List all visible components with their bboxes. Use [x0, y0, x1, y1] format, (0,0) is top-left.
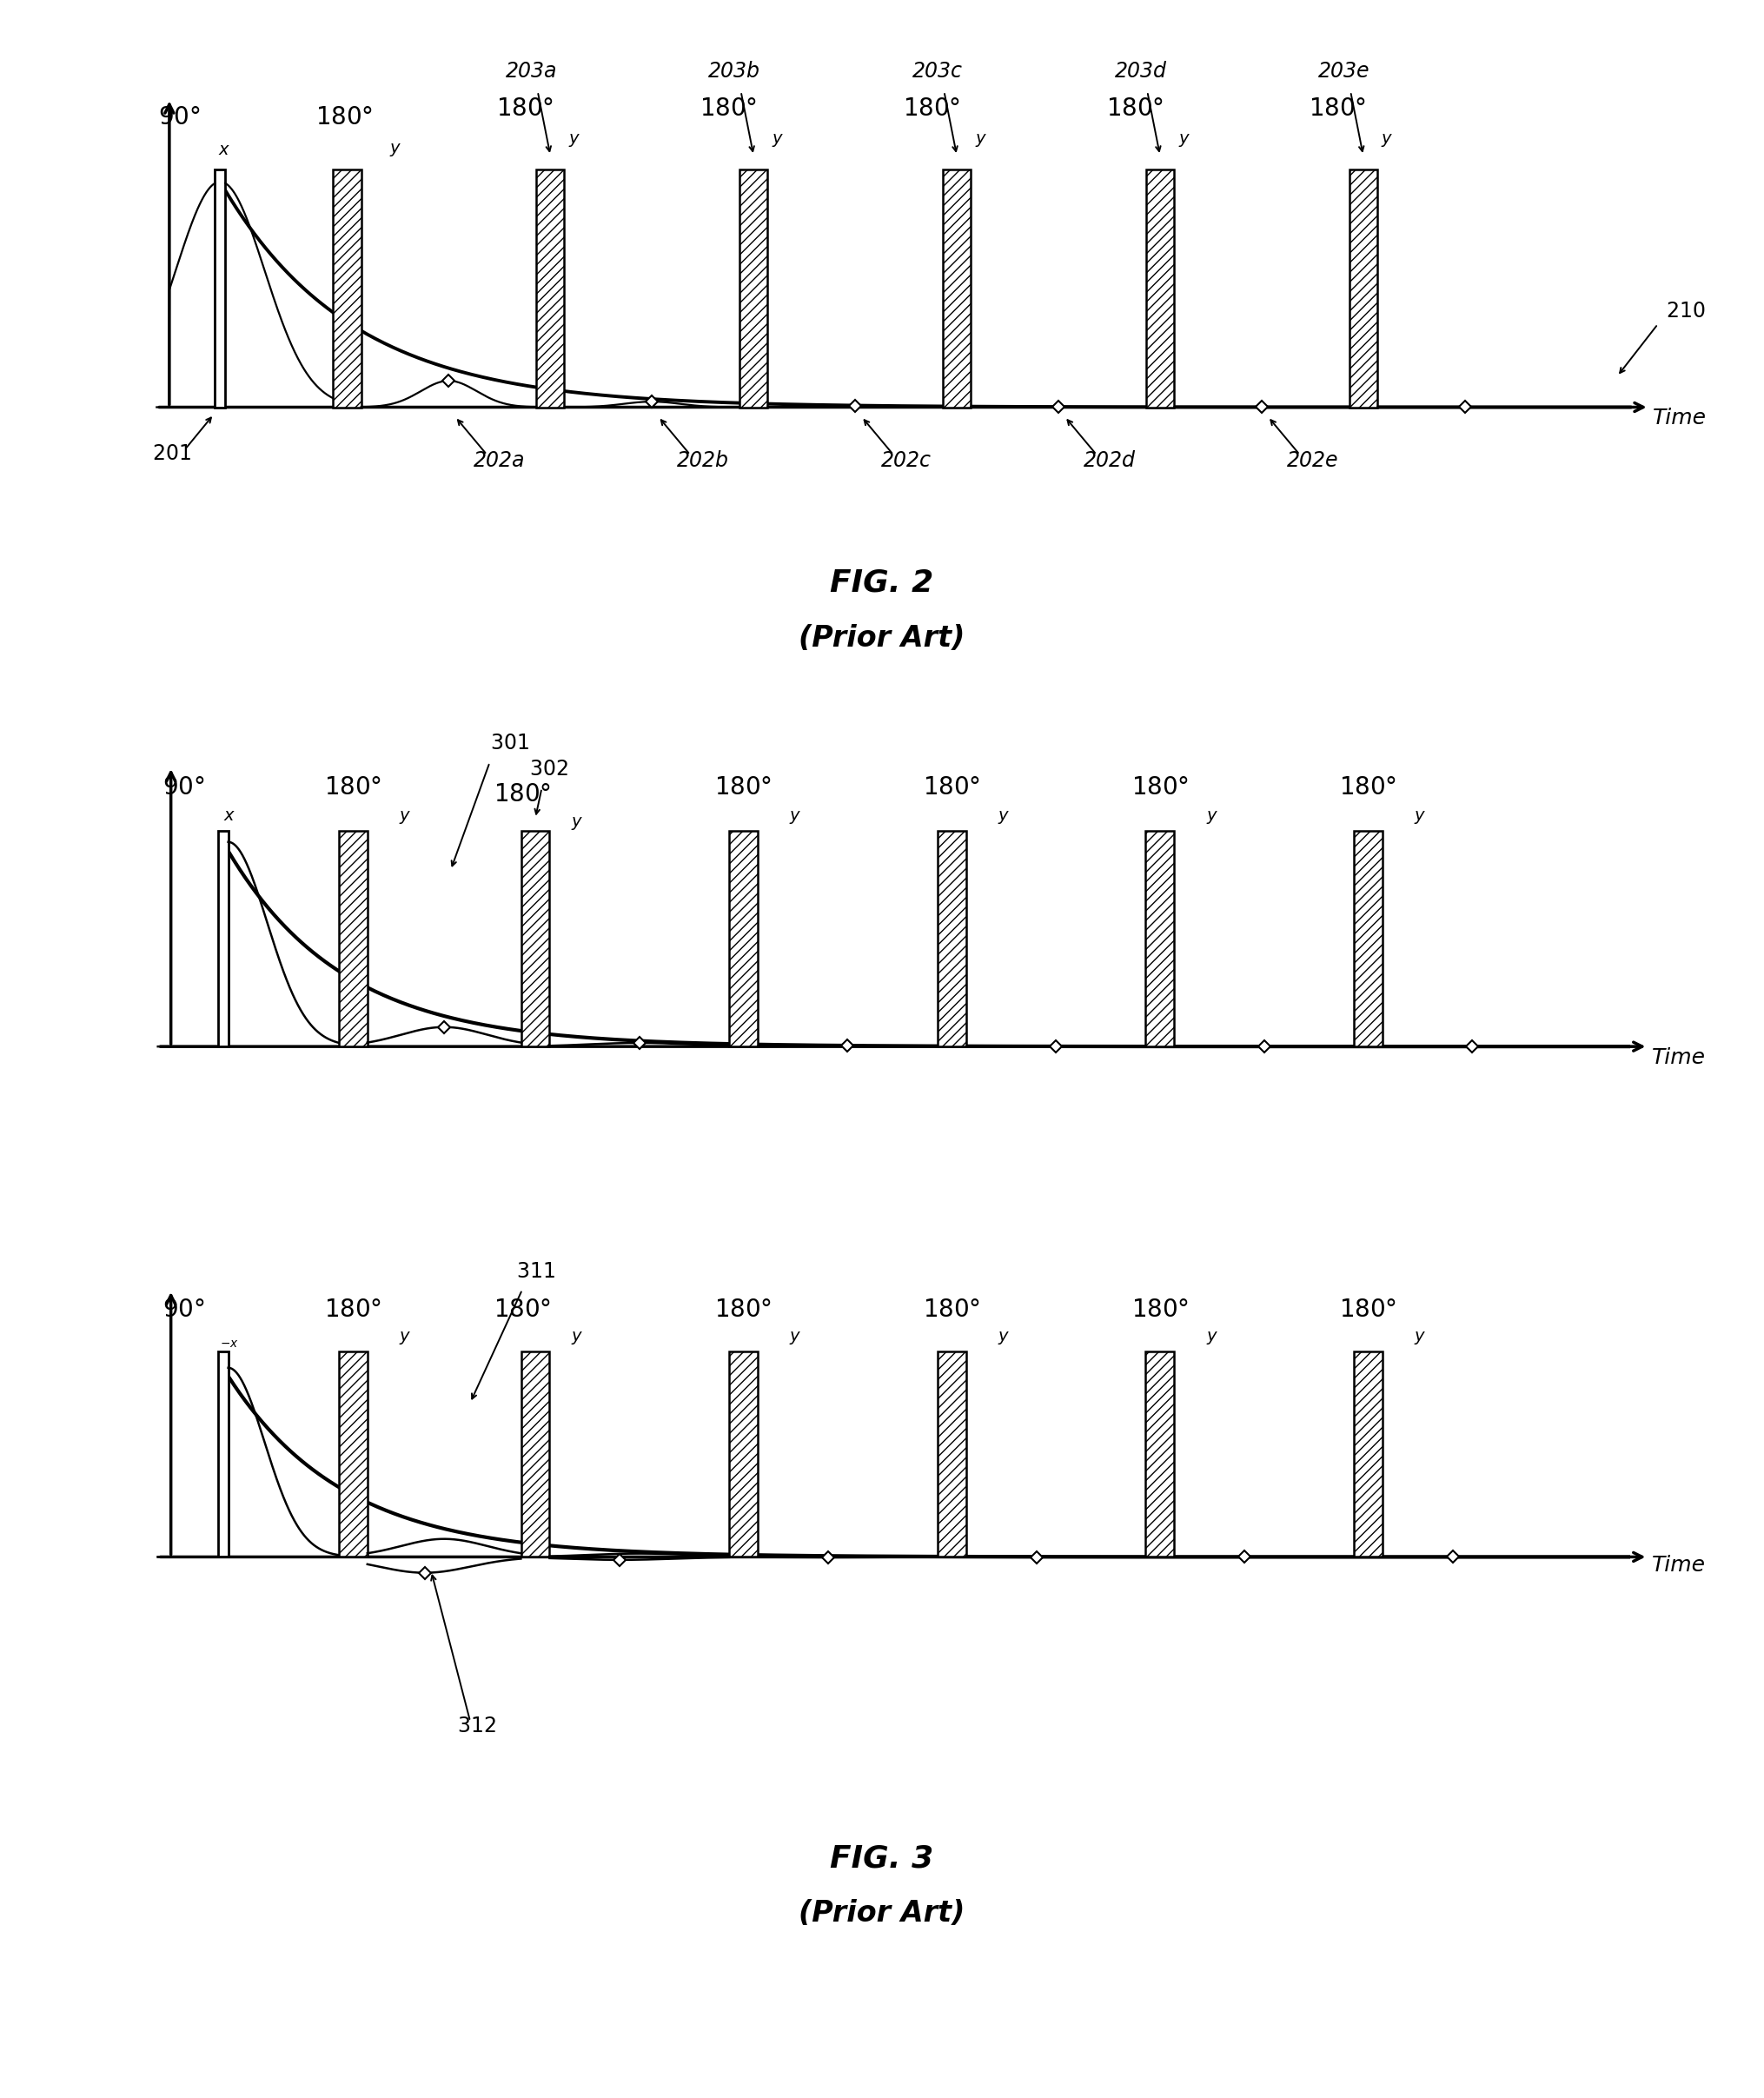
Text: $180°$: $180°$: [325, 1297, 381, 1322]
Bar: [739, 170, 767, 407]
Text: $201$: $201$: [152, 443, 191, 464]
Bar: [942, 170, 970, 407]
Text: $y$: $y$: [1207, 1330, 1219, 1347]
Text: $y$: $y$: [1207, 810, 1219, 827]
Text: 203c: 203c: [912, 61, 963, 82]
Text: $y$: $y$: [1415, 810, 1427, 827]
Text: $y$: $y$: [572, 816, 584, 833]
Text: 203b: 203b: [709, 61, 760, 82]
Text: $180°$: $180°$: [494, 783, 550, 806]
Text: $301$: $301$: [490, 732, 529, 753]
Text: $180°$: $180°$: [494, 1297, 550, 1322]
Text: $180°$: $180°$: [316, 105, 374, 130]
Text: $180°$: $180°$: [923, 776, 981, 799]
Text: $180°$: $180°$: [714, 1297, 773, 1322]
Text: FIG. 2: FIG. 2: [831, 569, 933, 598]
Text: $y$: $y$: [789, 1330, 801, 1347]
Text: $y$: $y$: [399, 1330, 411, 1347]
Text: $90°$: $90°$: [162, 776, 205, 799]
Text: 203e: 203e: [1318, 61, 1371, 82]
Text: $x$: $x$: [224, 808, 236, 825]
Text: $180°$: $180°$: [1106, 97, 1164, 120]
Bar: [1353, 1351, 1383, 1557]
Bar: [1349, 170, 1378, 407]
Text: $y$: $y$: [399, 810, 411, 827]
Bar: [339, 831, 367, 1047]
Bar: [520, 831, 550, 1047]
Text: $y$: $y$: [1381, 132, 1394, 149]
Bar: [339, 1351, 367, 1557]
Text: Time: Time: [1651, 1555, 1706, 1576]
Text: $180°$: $180°$: [923, 1297, 981, 1322]
Text: $90°$: $90°$: [159, 105, 201, 130]
Bar: [937, 1351, 967, 1557]
Text: $312$: $312$: [457, 1716, 496, 1735]
Text: $_{-x}$: $_{-x}$: [220, 1334, 238, 1349]
Bar: [217, 831, 228, 1047]
Text: $180°$: $180°$: [1339, 1297, 1397, 1322]
Bar: [937, 831, 967, 1047]
Text: 203d: 203d: [1115, 61, 1168, 82]
Text: $311$: $311$: [515, 1261, 554, 1282]
Text: (Prior Art): (Prior Art): [799, 1899, 965, 1928]
Bar: [536, 170, 564, 407]
Text: $y$: $y$: [998, 810, 1011, 827]
Bar: [1145, 1351, 1175, 1557]
Text: $302$: $302$: [529, 759, 568, 780]
Bar: [1147, 170, 1175, 407]
Text: $180°$: $180°$: [325, 776, 381, 799]
Text: $y$: $y$: [975, 132, 988, 149]
Text: (Prior Art): (Prior Art): [799, 623, 965, 652]
Text: $y$: $y$: [390, 141, 402, 157]
Text: 202c: 202c: [880, 449, 931, 470]
Text: $y$: $y$: [568, 132, 580, 149]
Text: $y$: $y$: [771, 132, 783, 149]
Text: $y$: $y$: [572, 1330, 584, 1347]
Text: $y$: $y$: [998, 1330, 1011, 1347]
Text: $180°$: $180°$: [714, 776, 773, 799]
Text: Time: Time: [1651, 1047, 1706, 1068]
Text: FIG. 3: FIG. 3: [831, 1844, 933, 1874]
Text: 202b: 202b: [677, 449, 729, 470]
Text: $180°$: $180°$: [1339, 776, 1397, 799]
Text: 203a: 203a: [506, 61, 557, 82]
Text: $180°$: $180°$: [1131, 1297, 1189, 1322]
Bar: [729, 831, 759, 1047]
Text: $210$: $210$: [1665, 300, 1706, 321]
Bar: [520, 1351, 550, 1557]
Bar: [1145, 831, 1175, 1047]
Text: $y$: $y$: [1415, 1330, 1427, 1347]
Bar: [217, 1351, 228, 1557]
Bar: [215, 170, 226, 407]
Text: $180°$: $180°$: [1309, 97, 1367, 120]
Text: Time: Time: [1653, 407, 1708, 428]
Text: 202e: 202e: [1286, 449, 1339, 470]
Text: 202a: 202a: [475, 449, 526, 470]
Text: $90°$: $90°$: [162, 1297, 205, 1322]
Text: $180°$: $180°$: [496, 97, 554, 120]
Bar: [1353, 831, 1383, 1047]
Text: $180°$: $180°$: [903, 97, 960, 120]
Text: 202d: 202d: [1083, 449, 1136, 470]
Text: $y$: $y$: [789, 810, 801, 827]
Bar: [333, 170, 362, 407]
Text: $180°$: $180°$: [1131, 776, 1189, 799]
Text: $y$: $y$: [1178, 132, 1191, 149]
Text: $180°$: $180°$: [699, 97, 757, 120]
Text: $x$: $x$: [217, 141, 229, 157]
Bar: [729, 1351, 759, 1557]
